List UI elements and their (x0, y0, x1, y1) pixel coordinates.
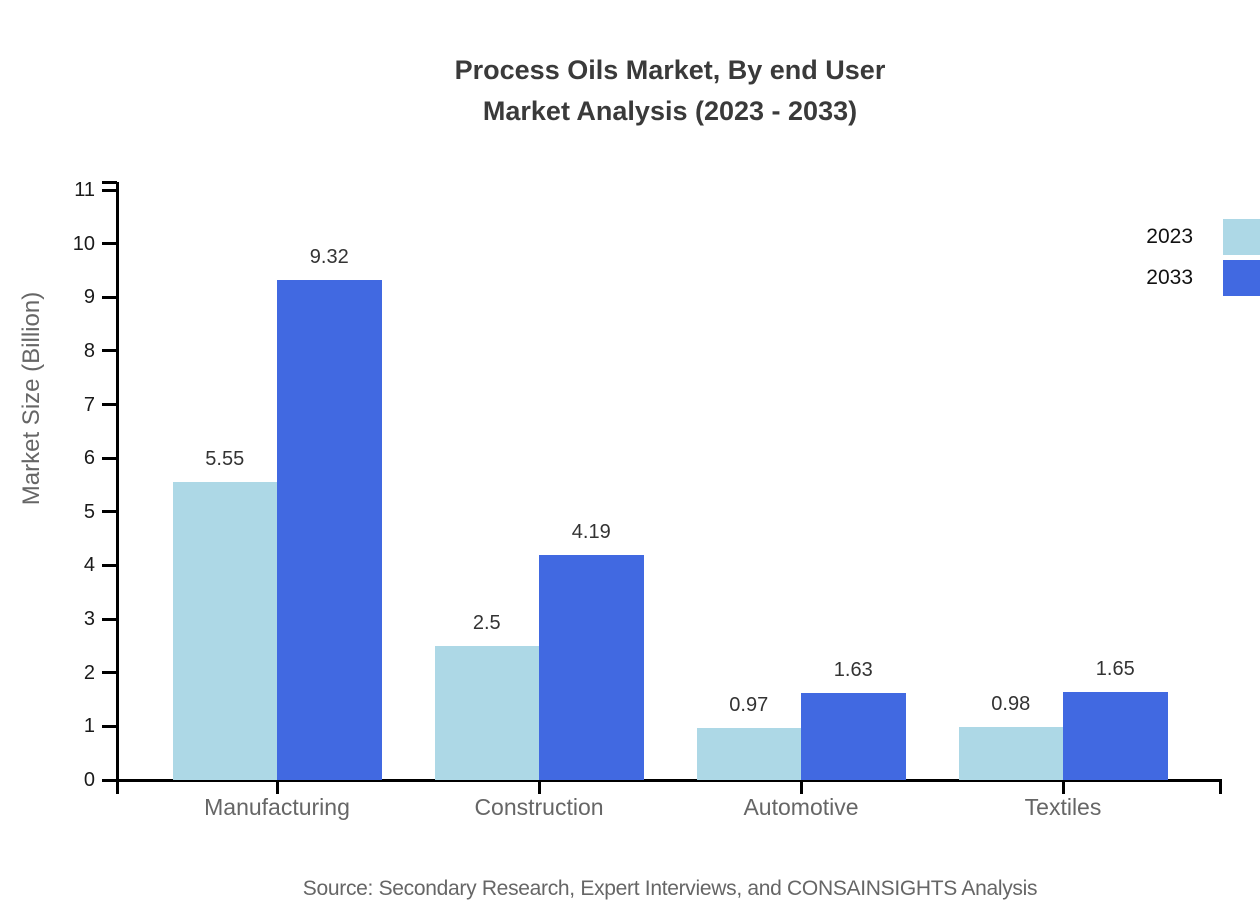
chart-title-line-2: Market Analysis (2023 - 2033) (482, 96, 858, 126)
legend-swatch-2023 (1223, 219, 1260, 255)
value-label-2033-construction: 4.19 (571, 521, 611, 544)
y-tick (102, 403, 117, 407)
value-label-2023-automotive: 0.97 (729, 693, 769, 716)
bar-2023-construction (434, 645, 539, 780)
y-tick (102, 188, 117, 192)
legend: 2023 2033 (1146, 219, 1260, 301)
y-tick-label: 6 (83, 447, 95, 470)
legend-row-2023: 2023 (1146, 219, 1260, 255)
value-label-2023-textiles: 0.98 (991, 693, 1031, 716)
y-tick (102, 778, 117, 782)
bar-2033-automotive (801, 692, 906, 780)
category-tick-automotive (799, 781, 803, 794)
category-tick-construction (537, 781, 541, 794)
x-axis-end-tick (1219, 781, 1222, 794)
chart-title: Process Oils Market, By end User Market … (80, 50, 1260, 132)
y-tick-label: 3 (83, 608, 95, 631)
y-tick (102, 671, 117, 675)
y-axis-line (116, 182, 119, 794)
y-tick (102, 510, 117, 514)
source-note: Source: Secondary Research, Expert Inter… (302, 877, 1038, 900)
category-tick-textiles (1061, 781, 1065, 794)
y-tick (102, 617, 117, 621)
y-tick-label: 5 (83, 500, 95, 523)
category-tick-manufacturing (275, 781, 279, 794)
plot-area: 0 1 2 3 4 5 6 7 8 9 10 11 5.55 9.32 Manufacturing 2.5 4.… (73, 180, 1222, 820)
chart-title-line-1: Process Oils Market, By end User (454, 55, 886, 85)
category-label-automotive: Automotive (743, 794, 859, 820)
y-tick (102, 349, 117, 353)
legend-label-2023: 2023 (1146, 225, 1193, 248)
bar-2023-manufacturing (172, 482, 277, 780)
y-tick (102, 295, 117, 299)
category-label-textiles: Textiles (1024, 794, 1102, 820)
y-tick-label: 8 (83, 339, 95, 362)
category-label-construction: Construction (474, 794, 604, 820)
bar-2033-textiles (1063, 691, 1168, 780)
bar-2033-manufacturing (277, 280, 382, 780)
value-label-2023-manufacturing: 5.55 (205, 448, 245, 471)
x-axis-line (116, 778, 1222, 782)
value-label-2023-construction: 2.5 (472, 611, 501, 634)
y-tick-label: 11 (74, 179, 95, 201)
y-tick (102, 242, 117, 246)
y-tick (102, 724, 117, 728)
legend-swatch-2033 (1223, 260, 1260, 296)
y-axis-end-tick (102, 180, 117, 184)
y-tick-label: 0 (83, 769, 95, 791)
value-label-2033-manufacturing: 9.32 (309, 246, 349, 269)
y-tick (102, 456, 117, 460)
legend-row-2033: 2033 (1146, 260, 1260, 296)
bar-2033-construction (539, 555, 644, 780)
y-tick (102, 563, 117, 567)
value-label-2033-textiles: 1.65 (1095, 657, 1135, 680)
bar-2023-textiles (958, 727, 1063, 780)
y-tick-label: 4 (83, 554, 95, 577)
value-label-2033-automotive: 1.63 (833, 658, 873, 681)
y-tick-label: 2 (83, 661, 95, 684)
y-tick-label: 7 (83, 393, 95, 416)
bar-2023-automotive (696, 727, 801, 780)
y-tick-label: 10 (72, 232, 95, 255)
y-tick-label: 1 (83, 715, 95, 738)
legend-label-2033: 2033 (1146, 266, 1193, 289)
y-tick-label: 9 (83, 286, 95, 309)
category-label-manufacturing: Manufacturing (204, 794, 350, 820)
